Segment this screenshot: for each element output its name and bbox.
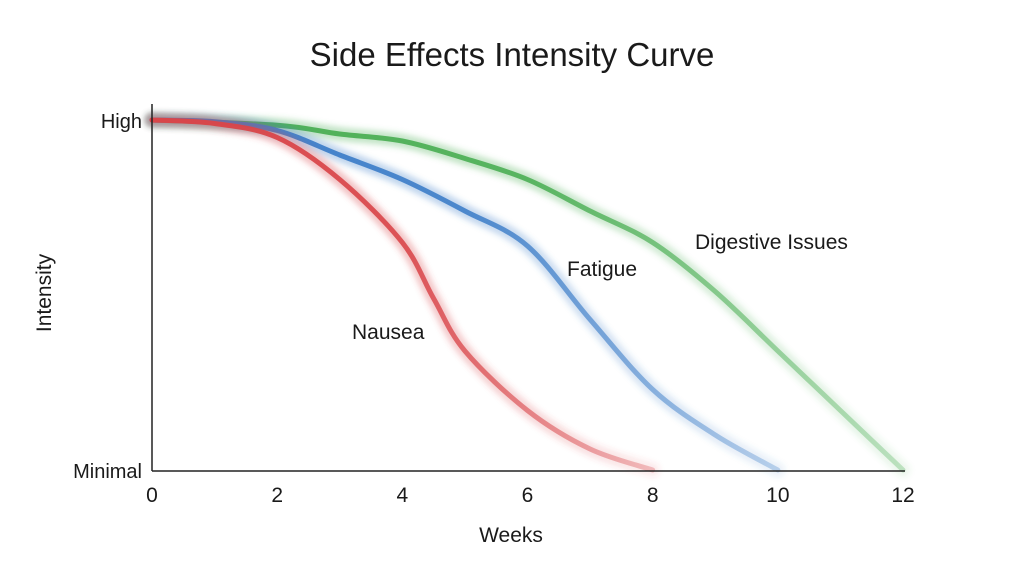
y-axis-label: Intensity: [33, 253, 56, 332]
x-tick-labels: 0 2 4 6 8 10 12: [146, 484, 915, 507]
x-tick-label: 0: [146, 484, 158, 507]
series-line: [149, 117, 906, 473]
y-tick-label: Minimal: [73, 461, 142, 483]
chart-title: Side Effects Intensity Curve: [310, 36, 715, 73]
y-tick-label: High: [101, 111, 142, 133]
x-tick-label: 8: [647, 484, 659, 507]
y-tick-labels: Minimal High: [73, 111, 142, 483]
x-tick-label: 12: [891, 484, 914, 507]
x-tick-label: 10: [766, 484, 789, 507]
x-axis-label: Weeks: [479, 524, 543, 547]
x-tick-label: 6: [522, 484, 534, 507]
x-tick-label: 4: [396, 484, 408, 507]
series-layer: [145, 113, 910, 477]
series-glow: [145, 113, 785, 477]
series-label-nausea: Nausea: [352, 321, 425, 344]
series-nausea: [145, 113, 660, 477]
series-label-digestive-issues: Digestive Issues: [695, 231, 848, 254]
series-label-fatigue: Fatigue: [567, 258, 637, 281]
x-tick-label: 2: [271, 484, 283, 507]
series-digestive-issues: [145, 113, 910, 477]
series-fatigue: [145, 113, 785, 477]
series-line: [149, 117, 656, 473]
